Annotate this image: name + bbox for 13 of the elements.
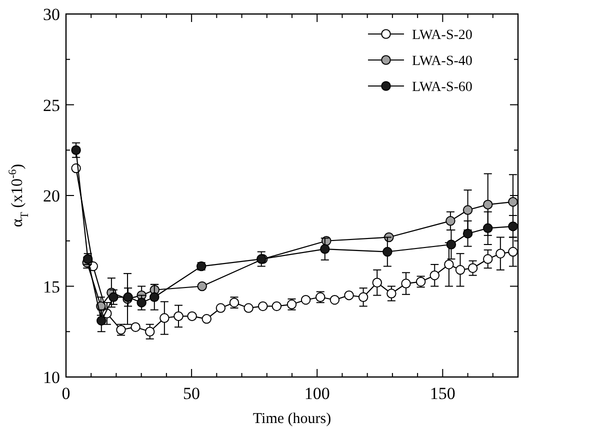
- y-tick-label: 20: [43, 186, 60, 206]
- x-axis-title: Time (hours): [252, 411, 332, 427]
- legend-label: LWA-S-20: [412, 28, 472, 43]
- y-tick-label: 15: [43, 277, 60, 296]
- legend-label: LWA-S-40: [412, 54, 472, 69]
- legend-label: LWA-S-60: [412, 80, 472, 95]
- x-tick-label: 50: [183, 384, 200, 403]
- y-tick-label: 30: [43, 5, 60, 24]
- x-tick-label: 150: [430, 384, 456, 403]
- x-tick-label: 0: [62, 384, 70, 403]
- y-tick-label: 25: [43, 96, 60, 115]
- x-tick-label: 100: [304, 384, 330, 403]
- y-tick-label: 10: [43, 368, 60, 387]
